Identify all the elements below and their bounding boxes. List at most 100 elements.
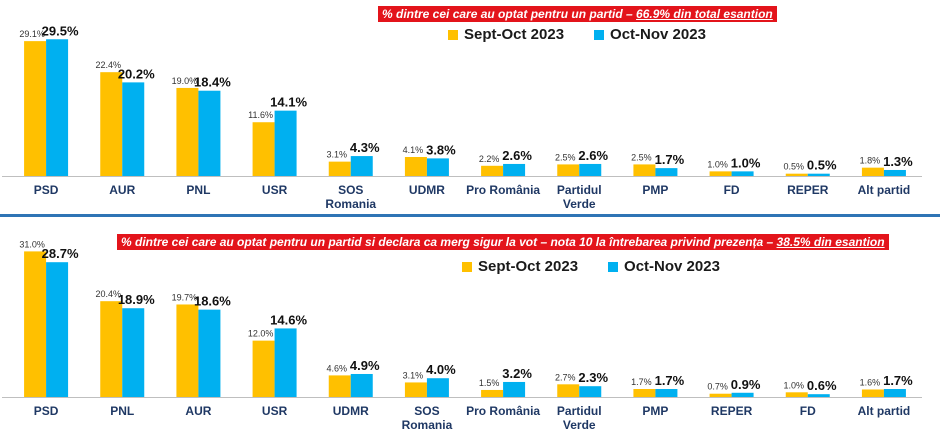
bar-sos-romania-oct-nov [350,156,373,176]
bar-psd-oct-nov [46,262,69,397]
tick-label-reper: REPER [787,183,829,197]
tick-label-partidul-verde-line1: Partidul [557,404,602,418]
tick-label-psd: PSD [34,404,59,418]
chart-bottom-legend: Sept-Oct 2023 Oct-Nov 2023 [462,258,720,275]
bar-pnl-sept-oct [176,87,199,176]
bar-pro-românia-oct-nov [503,163,526,176]
tick-label-reper: REPER [711,404,753,418]
bar-partidul-verde-oct-nov [579,163,602,176]
tick-label-fd: FD [724,183,740,197]
chart-bottom-plot: 31.0%28.7% PSD 20.4%18.9% PNL 19.7%18.6% AUR 1… [2,239,922,432]
legend-swatch-oct-nov [594,29,605,40]
bar-aur-sept-oct [100,72,123,176]
data-label-pnl-oct-nov: 18.4% [194,75,231,90]
data-label-fd-sept-oct: 1.0% [783,380,804,390]
tick-label-sos-romania-line2: Romania [325,197,376,211]
chart-top-banner-prefix: % dintre cei care au optat pentru un par… [382,7,637,21]
data-label-alt-partid-oct-nov: 1.3% [883,154,913,169]
legend-swatch-sept-oct [448,29,458,40]
data-label-pnl-sept-oct: 19.0% [172,76,198,86]
bar-usr-oct-nov [274,328,297,397]
legend-item-oct-nov: Oct-Nov 2023 [608,258,720,275]
data-label-aur-oct-nov: 18.6% [194,294,231,309]
tick-label-partidul-verde-line2: Verde [563,197,596,211]
tick-label-alt-partid: Alt partid [858,183,911,197]
bar-reper-oct-nov [807,173,830,176]
bar-sos-romania-sept-oct [404,382,427,397]
data-label-psd-sept-oct: 31.0% [19,239,45,249]
data-label-pro-românia-sept-oct: 2.2% [479,154,500,164]
data-label-udmr-sept-oct: 4.1% [403,145,424,155]
data-label-aur-sept-oct: 22.4% [95,60,121,70]
bar-fd-sept-oct [785,392,808,397]
tick-label-pro-românia: Pro România [466,183,540,197]
bar-reper-sept-oct [709,393,732,397]
bar-pmp-oct-nov [655,389,678,397]
data-label-pro-românia-oct-nov: 2.6% [502,148,532,163]
bar-pro-românia-sept-oct [481,389,504,397]
bar-fd-sept-oct [709,171,732,176]
bar-alt-partid-oct-nov [883,389,906,397]
bar-aur-oct-nov [198,309,221,397]
data-label-psd-sept-oct: 29.1% [19,29,45,39]
bar-alt-partid-sept-oct [861,167,884,176]
bar-sos-romania-sept-oct [328,161,351,176]
tick-label-sos-romania-line1: SOS [414,404,439,418]
bar-fd-oct-nov [807,394,830,397]
tick-label-pmp: PMP [642,183,668,197]
data-label-pmp-sept-oct: 2.5% [631,152,652,162]
bar-pro-românia-oct-nov [503,381,526,397]
bar-aur-oct-nov [122,82,145,176]
data-label-partidul-verde-oct-nov: 2.3% [578,370,608,385]
bar-udmr-oct-nov [350,373,373,397]
tick-label-aur: AUR [109,183,135,197]
tick-label-udmr: UDMR [333,404,369,418]
data-label-psd-oct-nov: 29.5% [42,23,79,38]
data-label-usr-oct-nov: 14.6% [270,312,307,327]
data-label-pro-românia-sept-oct: 1.5% [479,378,500,388]
bar-psd-oct-nov [46,39,69,177]
data-label-partidul-verde-oct-nov: 2.6% [578,148,608,163]
bar-reper-sept-oct [785,173,808,176]
data-label-reper-oct-nov: 0.5% [807,158,837,173]
data-label-pmp-sept-oct: 1.7% [631,377,652,387]
bar-alt-partid-oct-nov [883,169,906,176]
data-label-fd-oct-nov: 1.0% [731,155,761,170]
legend-item-sept-oct: Sept-Oct 2023 [462,258,578,275]
data-label-sos-romania-oct-nov: 4.3% [350,140,380,155]
data-label-pro-românia-oct-nov: 3.2% [502,366,532,381]
bar-pmp-sept-oct [633,164,656,176]
data-label-psd-oct-nov: 28.7% [42,246,79,261]
bar-partidul-verde-sept-oct [557,384,580,397]
data-label-alt-partid-sept-oct: 1.8% [860,156,881,166]
data-label-fd-oct-nov: 0.6% [807,378,837,393]
data-label-partidul-verde-sept-oct: 2.7% [555,372,576,382]
chart-top-legend: Sept-Oct 2023 Oct-Nov 2023 [448,26,706,43]
bar-partidul-verde-oct-nov [579,386,602,397]
bar-usr-sept-oct [252,122,275,176]
bar-psd-sept-oct [24,251,47,397]
data-label-pmp-oct-nov: 1.7% [655,152,685,167]
tick-label-partidul-verde-line2: Verde [563,418,596,432]
bar-pmp-sept-oct [633,389,656,397]
data-label-fd-sept-oct: 1.0% [707,159,728,169]
bar-psd-sept-oct [24,41,47,176]
tick-label-udmr: UDMR [409,183,445,197]
data-label-udmr-oct-nov: 4.9% [350,358,380,373]
bar-udmr-sept-oct [404,156,427,176]
chart-bottom-banner-highlight: 38.5% din esantion [776,235,885,249]
data-label-udmr-oct-nov: 3.8% [426,142,456,157]
bar-usr-sept-oct [252,340,275,397]
data-label-sos-romania-sept-oct: 3.1% [326,150,347,160]
bar-pnl-oct-nov [122,308,145,397]
bar-sos-romania-oct-nov [426,378,449,397]
data-label-reper-sept-oct: 0.5% [783,162,804,172]
legend-label-sept-oct: Sept-Oct 2023 [464,26,565,43]
chart-top: % dintre cei care au optat pentru un par… [0,0,940,216]
data-label-pnl-oct-nov: 18.9% [118,292,155,307]
data-label-aur-oct-nov: 20.2% [118,66,155,81]
data-label-usr-sept-oct: 12.0% [248,329,274,339]
data-label-usr-oct-nov: 14.1% [270,95,307,110]
tick-label-partidul-verde-line1: Partidul [557,183,602,197]
tick-label-alt-partid: Alt partid [858,404,911,418]
